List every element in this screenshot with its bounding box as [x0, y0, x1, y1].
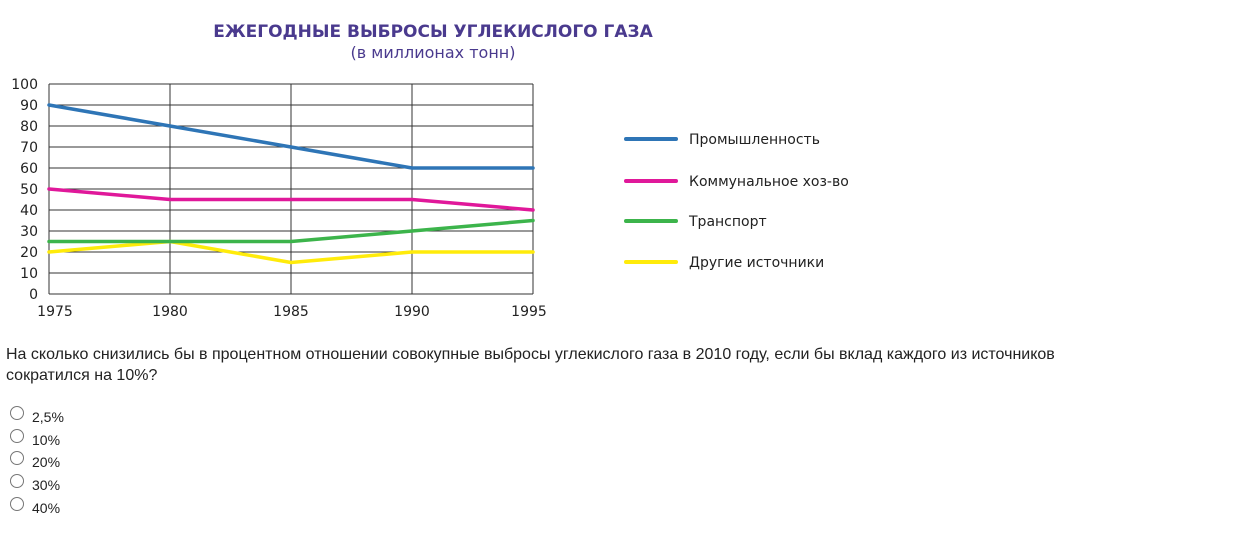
answer-option[interactable]: 10% [10, 428, 64, 451]
y-tick-label: 10 [20, 266, 38, 282]
radio-button[interactable] [10, 474, 24, 489]
y-tick-label: 40 [20, 203, 38, 219]
answer-options: 2,5% 10% 20% 30% 40% [10, 405, 64, 518]
x-axis-ticks: 1975 1980 1985 1990 1995 [37, 304, 547, 320]
question-text: На сколько снизились бы в процентном отн… [6, 346, 1055, 384]
x-tick-label: 1975 [37, 304, 73, 320]
y-axis-ticks: 0 10 20 30 40 50 60 70 80 90 100 [11, 77, 38, 303]
answer-option[interactable]: 20% [10, 450, 64, 473]
radio-button[interactable] [10, 406, 24, 421]
radio-button[interactable] [10, 496, 24, 511]
answer-option[interactable]: 40% [10, 495, 64, 518]
legend-label: Коммунальное хоз-во [689, 174, 849, 190]
option-label: 30% [32, 477, 61, 494]
y-tick-label: 60 [20, 161, 38, 177]
series-line [47, 187, 535, 212]
x-tick-label: 1990 [394, 304, 430, 320]
option-label: 10% [32, 431, 61, 448]
y-tick-label: 70 [20, 140, 38, 156]
option-label: 40% [32, 499, 61, 516]
y-tick-label: 30 [20, 224, 38, 240]
y-tick-label: 100 [11, 77, 38, 93]
option-label: 2,5% [32, 409, 64, 426]
y-tick-label: 0 [29, 287, 38, 303]
x-tick-label: 1980 [152, 304, 188, 320]
radio-button[interactable] [10, 451, 24, 466]
y-tick-label: 50 [20, 182, 38, 198]
answer-option[interactable]: 2,5% [10, 405, 64, 428]
y-tick-label: 90 [20, 98, 38, 114]
radio-button[interactable] [10, 428, 24, 443]
y-tick-label: 80 [20, 119, 38, 135]
option-label: 20% [32, 454, 61, 471]
chart-legend: Промышленность Коммунальное хоз-во Транспо… [624, 132, 849, 271]
legend-label: Промышленность [689, 132, 820, 148]
series-line [47, 103, 535, 170]
answer-option[interactable]: 30% [10, 473, 64, 496]
emissions-chart: ЕЖЕГОДНЫЕ ВЫБРОСЫ УГЛЕКИСЛОГО ГАЗА (в ми… [11, 22, 849, 320]
chart-subtitle: (в миллионах тонн) [351, 43, 516, 62]
legend-label: Транспорт [688, 214, 767, 230]
legend-label: Другие источники [689, 255, 824, 271]
x-tick-label: 1995 [511, 304, 547, 320]
chart-title: ЕЖЕГОДНЫЕ ВЫБРОСЫ УГЛЕКИСЛОГО ГАЗА [213, 22, 653, 42]
series-line [47, 218, 535, 244]
x-tick-label: 1985 [273, 304, 309, 320]
chart-grid [48, 83, 534, 295]
series-line [47, 239, 535, 265]
series-lines [47, 103, 535, 265]
y-tick-label: 20 [20, 245, 38, 261]
